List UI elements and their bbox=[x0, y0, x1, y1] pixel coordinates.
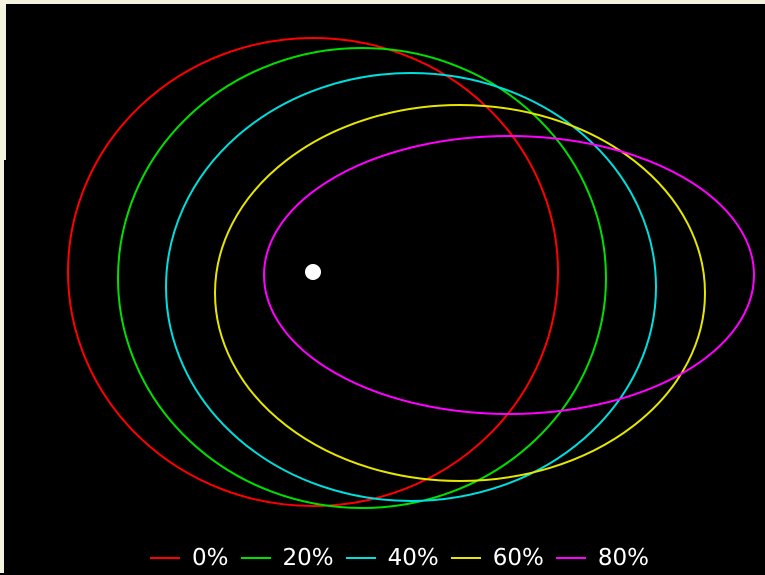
legend-label-0: 0% bbox=[192, 545, 229, 571]
legend-item-80: 80% bbox=[555, 545, 649, 571]
legend-item-40: 40% bbox=[345, 545, 439, 571]
legend-item-20: 20% bbox=[240, 545, 334, 571]
focus-dot bbox=[305, 264, 321, 280]
orbit-ellipse-40 bbox=[165, 72, 657, 502]
legend-swatch-0 bbox=[150, 557, 180, 559]
orbit-ellipse-80 bbox=[263, 135, 755, 415]
legend-item-0: 0% bbox=[150, 545, 229, 571]
legend-label-60: 60% bbox=[492, 545, 544, 571]
orbit-ellipse-20 bbox=[117, 47, 607, 509]
legend-swatch-80 bbox=[555, 557, 586, 559]
legend-swatch-20 bbox=[240, 557, 271, 559]
legend-label-40: 40% bbox=[387, 545, 439, 571]
legend-label-80: 80% bbox=[597, 545, 649, 571]
legend: 0% 20% 40% 60% 80% bbox=[150, 541, 649, 575]
legend-swatch-60 bbox=[450, 557, 481, 559]
orbit-ellipse-0 bbox=[67, 37, 559, 507]
legend-item-60: 60% bbox=[450, 545, 544, 571]
orbit-ellipse-60 bbox=[214, 104, 706, 482]
legend-label-20: 20% bbox=[282, 545, 334, 571]
legend-swatch-40 bbox=[345, 557, 376, 559]
